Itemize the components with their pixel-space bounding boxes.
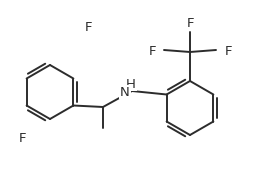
Text: F: F (148, 45, 156, 57)
Text: F: F (84, 20, 92, 34)
Text: H: H (126, 78, 136, 90)
Text: F: F (224, 45, 232, 57)
Text: F: F (186, 17, 194, 30)
Text: N: N (120, 85, 130, 99)
Text: F: F (18, 132, 26, 144)
